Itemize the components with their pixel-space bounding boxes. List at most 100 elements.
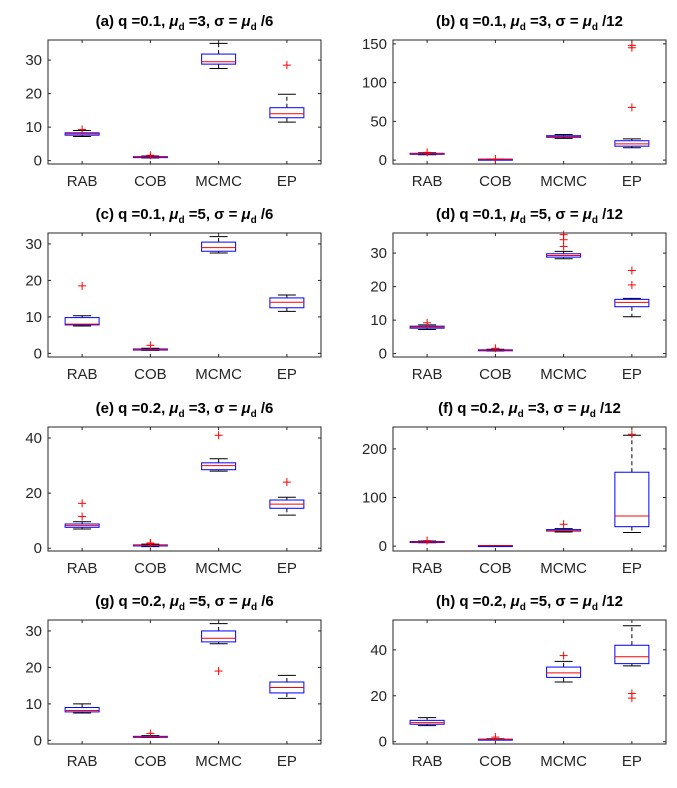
x-tick-label: COB bbox=[134, 366, 167, 383]
y-tick-label: 20 bbox=[25, 659, 42, 676]
title-mu-sub: d bbox=[592, 22, 598, 33]
box-ep bbox=[269, 61, 305, 123]
box-cob bbox=[132, 539, 168, 548]
title-text: /12 bbox=[598, 206, 623, 223]
title-text: =3, σ = bbox=[526, 13, 583, 30]
outlier-marker bbox=[627, 689, 636, 698]
y-tick-label: 100 bbox=[362, 490, 387, 507]
iqr-box bbox=[269, 297, 305, 309]
title-mu-sub: d bbox=[251, 409, 257, 420]
title-text: /6 bbox=[257, 13, 274, 30]
title-mu: μ bbox=[510, 593, 520, 610]
x-tick-label: MCMC bbox=[540, 560, 587, 577]
panel-title: (a) q =0.1, μd =3, σ = μd /6 bbox=[96, 13, 274, 33]
y-tick-label: 30 bbox=[25, 623, 42, 640]
x-tick-label: MCMC bbox=[540, 173, 587, 190]
title-mu: μ bbox=[241, 13, 251, 30]
box-mcmc bbox=[201, 623, 237, 676]
box-cob bbox=[477, 733, 513, 742]
outlier-marker bbox=[559, 520, 568, 529]
box-rab bbox=[64, 125, 100, 138]
x-tick-label: RAB bbox=[412, 560, 443, 577]
x-tick-label: MCMC bbox=[195, 560, 242, 577]
iqr-box bbox=[614, 471, 650, 528]
y-tick-label: 30 bbox=[25, 236, 42, 253]
outlier-marker bbox=[491, 344, 500, 353]
box-ep bbox=[614, 266, 650, 318]
outlier-marker bbox=[559, 242, 568, 251]
axes-frame bbox=[47, 232, 322, 358]
y-tick-label: 0 bbox=[379, 734, 387, 751]
x-tick-label: COB bbox=[479, 173, 512, 190]
box-rab bbox=[64, 281, 100, 327]
box-ep bbox=[269, 478, 305, 516]
title-mu: μ bbox=[168, 206, 178, 223]
iqr-box bbox=[614, 644, 650, 665]
outlier-marker bbox=[627, 430, 636, 439]
box-mcmc bbox=[546, 134, 582, 139]
outlier-marker bbox=[214, 431, 223, 440]
y-tick-label: 20 bbox=[25, 485, 42, 502]
y-tick-label: 0 bbox=[379, 152, 387, 169]
outlier-marker bbox=[559, 230, 568, 239]
x-tick-label: MCMC bbox=[540, 366, 587, 383]
x-tick-label: EP bbox=[622, 753, 642, 770]
y-tick-label: 0 bbox=[34, 732, 42, 749]
outlier-marker bbox=[627, 266, 636, 275]
box-ep bbox=[614, 41, 650, 149]
outlier-marker bbox=[78, 125, 87, 134]
x-tick-label: COB bbox=[479, 366, 512, 383]
x-tick-label: RAB bbox=[412, 366, 443, 383]
title-mu-sub: d bbox=[520, 22, 526, 33]
y-tick-label: 50 bbox=[370, 113, 387, 130]
panel-title: (d) q =0.1, μd =5, σ = μd /12 bbox=[436, 206, 623, 226]
title-mu-sub: d bbox=[251, 602, 257, 613]
title-mu: μ bbox=[582, 13, 592, 30]
x-tick-label: COB bbox=[479, 753, 512, 770]
box-cob bbox=[477, 344, 513, 353]
y-tick-label: 20 bbox=[25, 86, 42, 103]
box-cob bbox=[132, 151, 168, 160]
title-mu-sub: d bbox=[520, 215, 526, 226]
x-tick-label: MCMC bbox=[195, 173, 242, 190]
x-tick-label: EP bbox=[277, 173, 297, 190]
box-ep bbox=[269, 294, 305, 312]
title-mu: μ bbox=[241, 593, 251, 610]
title-mu: μ bbox=[168, 400, 178, 417]
title-text: /12 bbox=[598, 13, 623, 30]
y-tick-label: 30 bbox=[370, 245, 387, 262]
y-tick-label: 40 bbox=[25, 430, 42, 447]
box-ep bbox=[614, 430, 650, 534]
box-rab bbox=[64, 499, 100, 530]
outlier-marker bbox=[282, 478, 291, 487]
box-mcmc bbox=[201, 236, 237, 254]
outlier-marker bbox=[146, 539, 155, 548]
panel-b: (b) q =0.1, μd =3, σ = μd /12050100150RA… bbox=[362, 13, 667, 190]
title-text: =5, σ = bbox=[185, 206, 242, 223]
title-mu-sub: d bbox=[178, 409, 184, 420]
title-mu-sub: d bbox=[251, 215, 257, 226]
title-text: =3, σ = bbox=[524, 400, 581, 417]
y-tick-label: 0 bbox=[34, 345, 42, 362]
x-tick-label: EP bbox=[622, 560, 642, 577]
title-mu-sub: d bbox=[251, 22, 257, 33]
iqr-box bbox=[269, 107, 305, 119]
title-mu: μ bbox=[582, 593, 592, 610]
title-text: (c) q =0.1, bbox=[96, 206, 170, 223]
outlier-marker bbox=[214, 667, 223, 676]
y-tick-label: 10 bbox=[25, 696, 42, 713]
x-tick-label: RAB bbox=[67, 560, 98, 577]
y-tick-label: 30 bbox=[25, 52, 42, 69]
outlier-marker bbox=[423, 318, 432, 327]
y-tick-label: 0 bbox=[379, 346, 387, 363]
title-mu-sub: d bbox=[179, 602, 185, 613]
box-mcmc bbox=[546, 651, 582, 683]
outlier-marker bbox=[627, 103, 636, 112]
x-tick-label: EP bbox=[277, 560, 297, 577]
y-tick-label: 20 bbox=[370, 688, 387, 705]
y-tick-label: 150 bbox=[362, 36, 387, 53]
panel-title: (c) q =0.1, μd =5, σ = μd /6 bbox=[96, 206, 274, 226]
y-tick-label: 10 bbox=[370, 312, 387, 329]
y-tick-label: 10 bbox=[25, 309, 42, 326]
x-tick-label: EP bbox=[277, 753, 297, 770]
